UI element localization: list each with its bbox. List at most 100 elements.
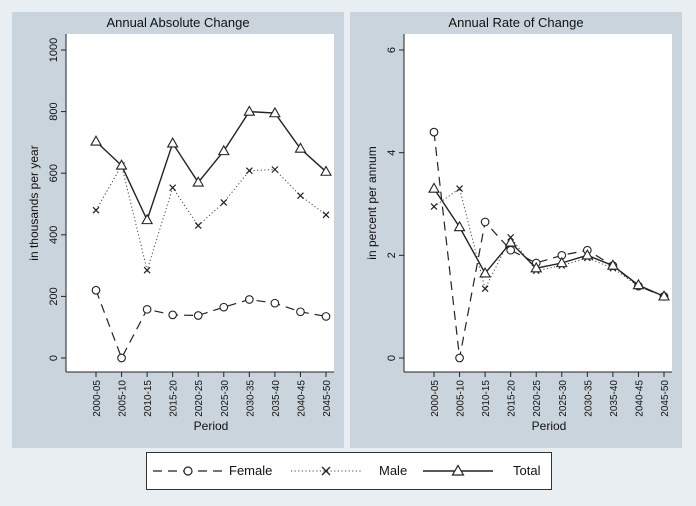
data-point-female	[193, 311, 203, 320]
y-tick-label: 0	[48, 355, 60, 361]
data-point-female	[455, 353, 464, 363]
data-point-total	[141, 213, 154, 225]
data-point-male	[322, 211, 330, 219]
y-tick-label: 800	[48, 102, 60, 120]
data-point-total	[453, 220, 466, 232]
data-point-male	[430, 203, 438, 210]
legend: Female Male Total	[146, 452, 552, 490]
x-tick-label: 2030-35	[583, 380, 594, 417]
legend-swatch-male	[291, 466, 361, 476]
data-point-male	[143, 266, 151, 274]
y-tick-label: 2	[386, 252, 398, 258]
data-point-total	[504, 236, 517, 247]
x-tick-label: 2025-30	[558, 380, 569, 417]
data-point-total	[658, 290, 670, 301]
data-point-total	[217, 144, 230, 156]
legend-label: Male	[379, 463, 408, 478]
x-tick-label: 2005-10	[456, 380, 467, 417]
x-tick-label: 2035-40	[609, 380, 620, 417]
data-point-male	[194, 222, 202, 229]
data-point-total	[294, 142, 307, 153]
data-point-female	[506, 245, 516, 255]
data-point-total	[268, 106, 281, 118]
data-point-female	[91, 285, 101, 295]
x-tick-label: 2030-35	[245, 380, 256, 417]
x-tick-label: 2010-15	[481, 380, 492, 417]
data-point-female	[168, 310, 178, 320]
x-tick-label: 2040-45	[634, 380, 645, 417]
x-tick-label: 2015-20	[507, 380, 518, 417]
chart-svg: 0 2 4 6 in percent per annum 2000-05 2005-10 20…	[365, 34, 672, 433]
y-tick-label: 4	[386, 150, 398, 156]
data-point-female	[270, 298, 280, 308]
chart-title: Annual Absolute Change	[106, 15, 250, 30]
x-tick-label: 2020-25	[532, 380, 543, 417]
x-tick-label: 2015-20	[169, 380, 180, 417]
legend-item-male: Male	[285, 453, 415, 489]
x-tick-label: 2000-05	[430, 380, 441, 417]
chart-panel-rate-of-change: Annual Rate of Change 0 2 4 6 in percent per…	[350, 12, 682, 448]
legend-label: Female	[229, 463, 273, 478]
data-point-total	[90, 135, 102, 146]
data-point-total	[166, 137, 179, 148]
series-line-female	[95, 289, 327, 360]
data-point-male	[245, 167, 253, 175]
y-tick-label: 6	[386, 47, 398, 53]
y-tick-label: 200	[48, 287, 60, 305]
data-point-total	[428, 182, 440, 193]
data-point-total	[606, 259, 619, 270]
data-point-male	[456, 185, 463, 193]
data-point-total	[479, 266, 492, 278]
data-point-total	[530, 261, 543, 273]
data-point-male	[481, 285, 489, 293]
x-tick-label: 2000-05	[92, 380, 103, 417]
legend-label: Total	[513, 463, 541, 478]
x-axis-label: Period	[194, 419, 229, 433]
x-tick-label: 2045-50	[660, 380, 671, 417]
data-point-total	[320, 165, 332, 176]
y-tick-label: 1000	[48, 38, 60, 62]
plot-area	[66, 34, 334, 372]
data-point-total	[192, 176, 205, 187]
x-tick-label: 2020-25	[194, 380, 205, 417]
data-point-male	[169, 184, 177, 192]
legend-swatch-female	[153, 466, 223, 476]
chart-panel-absolute-change: Annual Absolute Change 0 200 400 600 800 1000…	[12, 12, 344, 448]
data-point-total	[243, 105, 256, 116]
y-axis-label: in percent per annum	[365, 146, 379, 259]
data-point-total	[632, 278, 645, 290]
data-point-total	[115, 159, 128, 170]
chart-title: Annual Rate of Change	[448, 15, 584, 30]
y-axis-label: in thousands per year	[27, 145, 41, 260]
data-point-female	[219, 302, 229, 312]
series-line-total	[433, 188, 665, 298]
x-axis-label: Period	[532, 419, 567, 433]
data-point-female	[321, 312, 331, 321]
legend-item-total: Total	[417, 453, 547, 489]
data-point-female	[296, 307, 305, 317]
data-point-male	[92, 206, 100, 214]
data-point-female	[480, 217, 490, 227]
data-point-male	[271, 166, 279, 173]
data-point-total	[555, 256, 568, 268]
series-line-male	[433, 187, 665, 297]
series-line-male	[95, 164, 327, 273]
x-tick-label: 2025-30	[220, 380, 231, 417]
y-tick-label: 600	[48, 164, 60, 182]
x-tick-label: 2010-15	[143, 380, 154, 417]
data-point-female	[117, 353, 126, 363]
data-point-female	[244, 295, 254, 304]
x-tick-label: 2045-50	[322, 380, 333, 417]
plot-area	[404, 34, 672, 372]
chart-svg: 0 200 400 600 800 1000 in thousands per year 20…	[27, 34, 334, 433]
data-point-male	[220, 199, 228, 206]
legend-item-female: Female	[147, 453, 282, 489]
y-tick-label: 400	[48, 226, 60, 244]
x-tick-label: 2035-40	[271, 380, 282, 417]
data-point-male	[297, 192, 304, 200]
legend-swatch-total	[423, 464, 493, 476]
x-tick-label: 2005-10	[118, 380, 129, 417]
y-tick-label: 0	[386, 355, 398, 361]
data-point-female	[429, 127, 439, 137]
data-point-total	[581, 249, 594, 260]
